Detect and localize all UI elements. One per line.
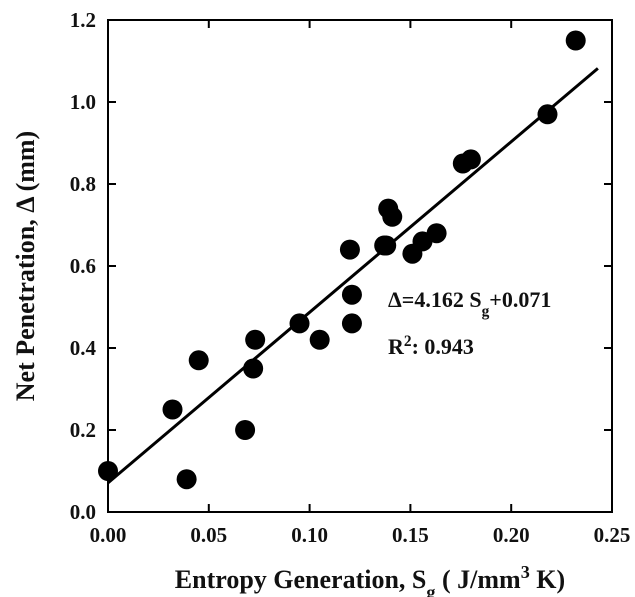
y-tick-label: 0.6: [70, 254, 96, 278]
x-axis-label: Entropy Generation, Sg ( J/mm3 K): [175, 562, 565, 597]
y-tick-label: 0.0: [70, 500, 96, 524]
y-axis-label: Net Penetration, Δ (mm): [11, 131, 40, 401]
y-tick-label: 0.2: [70, 418, 96, 442]
x-tick-label: 0.10: [291, 523, 328, 547]
x-axis-label-part: K): [530, 565, 565, 594]
x-axis-label-part: ( J/mm: [436, 565, 522, 594]
data-point: [245, 329, 266, 350]
data-point: [162, 399, 183, 420]
annotation-part: : 0.943: [412, 334, 474, 359]
data-point: [339, 239, 360, 260]
plot-frame: [107, 19, 613, 513]
y-tick-label: 1.0: [70, 90, 96, 114]
data-point: [235, 420, 256, 440]
annotation-part: 2: [404, 333, 412, 350]
annotation-part: +0.071: [489, 287, 551, 312]
data-point: [341, 284, 362, 305]
data-point: [243, 358, 264, 379]
x-axis-label-part: Entropy Generation, S: [175, 565, 427, 594]
data-point: [309, 329, 330, 350]
x-tick-label: 0.15: [392, 523, 429, 547]
annotation-part: Δ=4.162 S: [388, 287, 482, 312]
y-tick-label: 0.4: [70, 336, 97, 360]
x-axis-label-part: 3: [521, 562, 530, 582]
annotation-part: R: [388, 334, 405, 359]
data-point: [98, 461, 118, 481]
data-point: [426, 223, 447, 244]
y-tick-label: 1.2: [70, 8, 96, 32]
data-point: [289, 313, 310, 334]
annotation: R2: 0.943: [388, 333, 474, 360]
data-point: [176, 469, 197, 490]
data-point: [188, 350, 209, 371]
x-tick-label: 0.05: [190, 523, 227, 547]
fit-line: [107, 67, 599, 485]
x-tick-label: 0.00: [90, 523, 127, 547]
data-point: [341, 313, 362, 334]
y-tick-label: 0.8: [70, 172, 96, 196]
annotation: Δ=4.162 Sg+0.071: [388, 287, 551, 320]
x-tick-label: 0.25: [594, 523, 631, 547]
data-point: [382, 206, 403, 227]
annotation-part: g: [482, 303, 490, 320]
x-tick-label: 0.20: [493, 523, 530, 547]
x-axis-label-part: g: [426, 582, 435, 597]
data-point: [565, 30, 586, 51]
data-point: [460, 149, 481, 170]
data-point: [537, 104, 558, 125]
data-point: [376, 235, 397, 256]
